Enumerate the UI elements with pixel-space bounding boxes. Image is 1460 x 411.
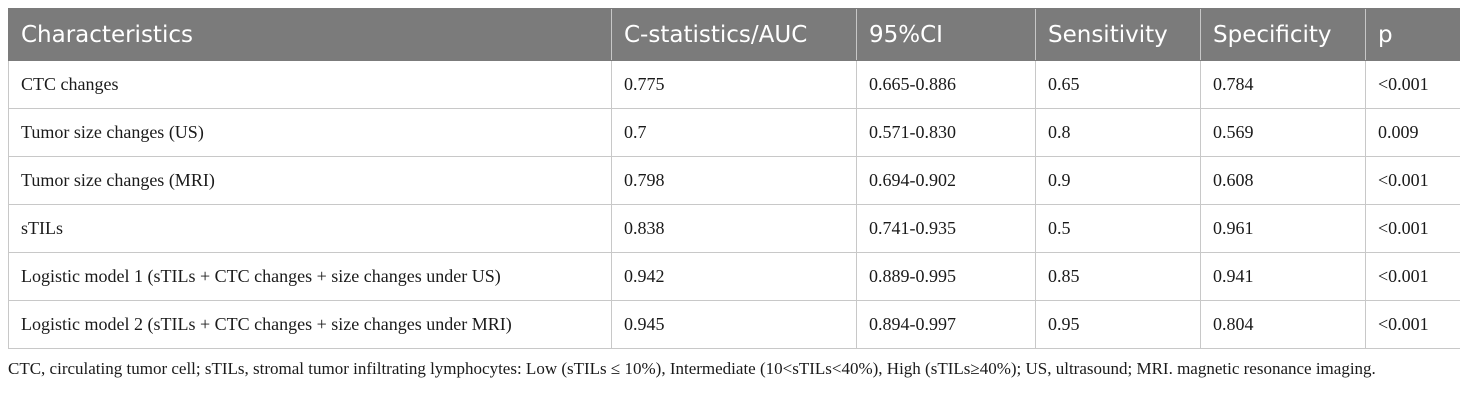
header-sensitivity: Sensitivity <box>1035 8 1201 61</box>
cell-sensitivity: 0.8 <box>1035 108 1201 157</box>
cell-auc: 0.942 <box>611 252 857 301</box>
cell-sensitivity: 0.65 <box>1035 60 1201 109</box>
cell-p: 0.009 <box>1365 108 1460 157</box>
cell-ci: 0.741-0.935 <box>856 204 1036 253</box>
cell-ci: 0.894-0.997 <box>856 300 1036 349</box>
cell-characteristic: Logistic model 2 (sTILs + CTC changes + … <box>8 300 612 349</box>
cell-specificity: 0.961 <box>1200 204 1366 253</box>
cell-characteristic: Tumor size changes (US) <box>8 108 612 157</box>
cell-specificity: 0.941 <box>1200 252 1366 301</box>
cell-p: <0.001 <box>1365 60 1460 109</box>
cell-characteristic: CTC changes <box>8 60 612 109</box>
cell-ci: 0.694-0.902 <box>856 156 1036 205</box>
cell-ci: 0.571-0.830 <box>856 108 1036 157</box>
table-row: Logistic model 2 (sTILs + CTC changes + … <box>8 300 1460 349</box>
cell-ci: 0.665-0.886 <box>856 60 1036 109</box>
cell-specificity: 0.569 <box>1200 108 1366 157</box>
table-row: sTILs 0.838 0.741-0.935 0.5 0.961 <0.001 <box>8 204 1460 253</box>
cell-p: <0.001 <box>1365 204 1460 253</box>
header-p: p <box>1365 8 1460 61</box>
cell-p: <0.001 <box>1365 252 1460 301</box>
cell-p: <0.001 <box>1365 300 1460 349</box>
table-footnote: CTC, circulating tumor cell; sTILs, stro… <box>8 359 1376 378</box>
table-header-row: Characteristics C-statistics/AUC 95%CI S… <box>8 8 1460 61</box>
cell-p: <0.001 <box>1365 156 1460 205</box>
cell-characteristic: Tumor size changes (MRI) <box>8 156 612 205</box>
results-table: Characteristics C-statistics/AUC 95%CI S… <box>8 8 1460 349</box>
header-ci: 95%CI <box>856 8 1036 61</box>
cell-auc: 0.775 <box>611 60 857 109</box>
cell-auc: 0.7 <box>611 108 857 157</box>
cell-sensitivity: 0.85 <box>1035 252 1201 301</box>
cell-specificity: 0.804 <box>1200 300 1366 349</box>
table-row: Logistic model 1 (sTILs + CTC changes + … <box>8 252 1460 301</box>
cell-characteristic: sTILs <box>8 204 612 253</box>
cell-sensitivity: 0.5 <box>1035 204 1201 253</box>
header-auc: C-statistics/AUC <box>611 8 857 61</box>
cell-auc: 0.838 <box>611 204 857 253</box>
header-specificity: Specificity <box>1200 8 1366 61</box>
header-characteristics: Characteristics <box>8 8 612 61</box>
cell-sensitivity: 0.9 <box>1035 156 1201 205</box>
results-table-container: Characteristics C-statistics/AUC 95%CI S… <box>8 8 1460 349</box>
table-row: Tumor size changes (MRI) 0.798 0.694-0.9… <box>8 156 1460 205</box>
cell-characteristic: Logistic model 1 (sTILs + CTC changes + … <box>8 252 612 301</box>
table-row: CTC changes 0.775 0.665-0.886 0.65 0.784… <box>8 60 1460 109</box>
cell-specificity: 0.608 <box>1200 156 1366 205</box>
cell-sensitivity: 0.95 <box>1035 300 1201 349</box>
cell-ci: 0.889-0.995 <box>856 252 1036 301</box>
table-row: Tumor size changes (US) 0.7 0.571-0.830 … <box>8 108 1460 157</box>
cell-auc: 0.945 <box>611 300 857 349</box>
cell-specificity: 0.784 <box>1200 60 1366 109</box>
cell-auc: 0.798 <box>611 156 857 205</box>
